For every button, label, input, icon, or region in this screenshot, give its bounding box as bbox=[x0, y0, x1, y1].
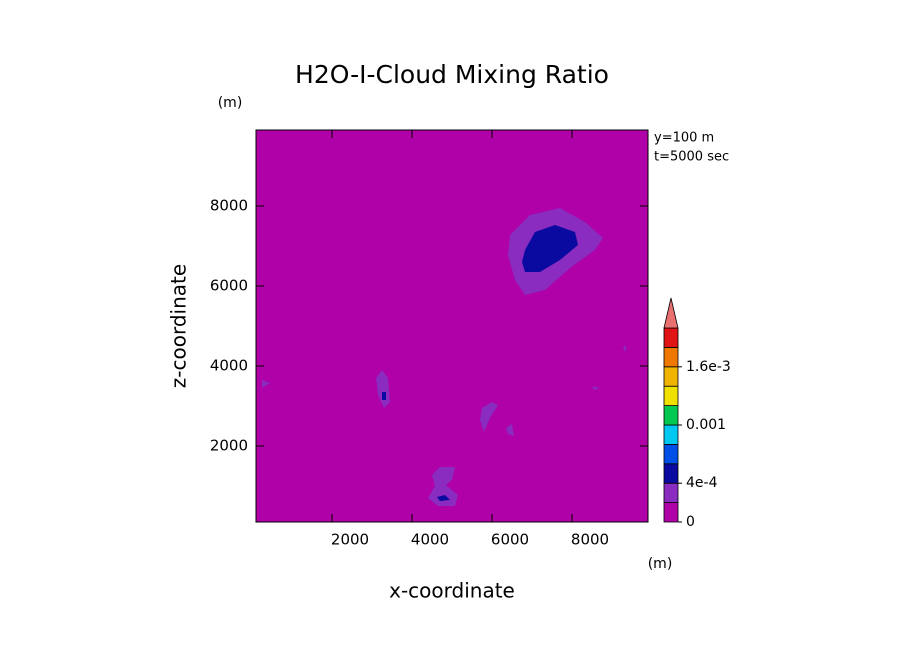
colorbar-box bbox=[663, 327, 679, 348]
plot-frame bbox=[255, 129, 649, 523]
x-tick-label: 4000 bbox=[411, 531, 449, 549]
y-tick-label: 4000 bbox=[210, 357, 248, 375]
annotation: y=100 m bbox=[654, 131, 714, 146]
colorbar-box bbox=[663, 385, 679, 407]
contour-region bbox=[506, 424, 514, 436]
contour-region bbox=[592, 386, 600, 390]
colorbar-box bbox=[663, 502, 679, 523]
annotation: t=5000 sec bbox=[654, 150, 729, 165]
y-unit: (m) bbox=[218, 95, 243, 111]
x-tick-label: 2000 bbox=[331, 531, 369, 549]
y-axis-title: z-coordinate bbox=[167, 264, 191, 388]
colorbar-box bbox=[663, 463, 679, 484]
plot-background bbox=[256, 130, 648, 522]
colorbar-box bbox=[663, 366, 679, 387]
x-unit: (m) bbox=[648, 556, 673, 572]
x-tick-label: 8000 bbox=[571, 531, 609, 549]
y-tick-label: 6000 bbox=[210, 277, 248, 295]
contour-region bbox=[522, 225, 578, 272]
colorbar-box bbox=[663, 482, 679, 504]
colorbar-box bbox=[663, 346, 679, 368]
contour-region bbox=[382, 392, 386, 400]
colorbar-box bbox=[663, 424, 679, 445]
colorbar-tick-label: 0 bbox=[686, 514, 695, 530]
y-tick-label: 2000 bbox=[210, 437, 248, 455]
contour-region bbox=[623, 345, 626, 352]
x-axis-title: x-coordinate bbox=[389, 579, 515, 603]
contour-region bbox=[376, 370, 390, 408]
x-tick-label: 6000 bbox=[491, 531, 529, 549]
y-tick-label: 8000 bbox=[210, 197, 248, 215]
contour-region bbox=[480, 402, 498, 432]
contour-region bbox=[428, 467, 458, 506]
contour-region bbox=[262, 380, 270, 388]
colorbar-extend bbox=[663, 297, 679, 329]
chart-title: H2O-I-Cloud Mixing Ratio bbox=[295, 60, 609, 89]
contour-region bbox=[437, 495, 450, 501]
colorbar-box bbox=[663, 443, 679, 465]
colorbar-box bbox=[663, 405, 679, 426]
colorbar-tick-label: 1.6e-3 bbox=[686, 359, 731, 375]
colorbar-tick-label: 0.001 bbox=[686, 417, 726, 433]
colorbar-tick-label: 4e-4 bbox=[686, 475, 718, 491]
